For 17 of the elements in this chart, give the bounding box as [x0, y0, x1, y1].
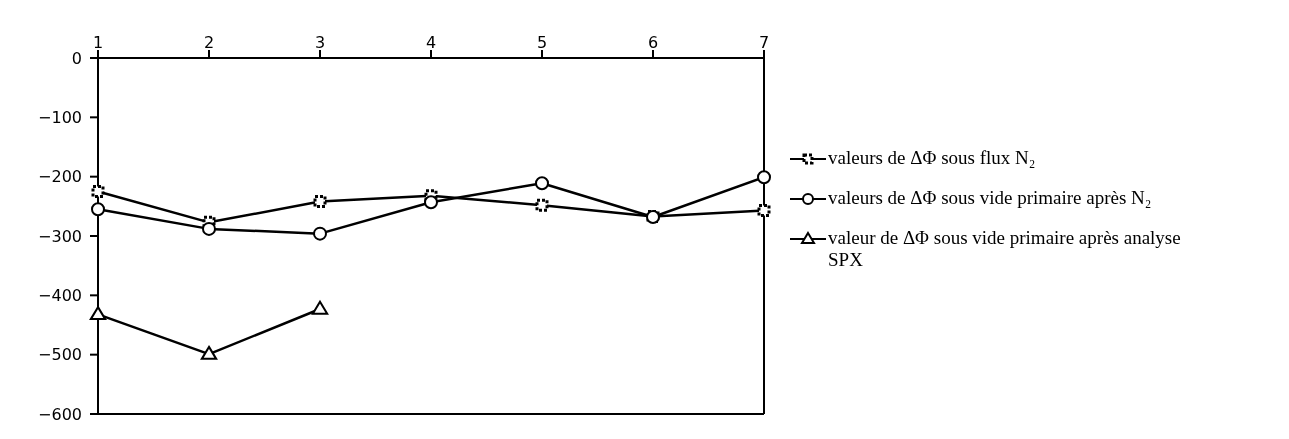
y-tick-label: −100 — [38, 108, 82, 128]
x-tick-label: 4 — [425, 33, 437, 52]
y-tick-label: −400 — [38, 286, 82, 306]
y-tick-label: −300 — [38, 226, 82, 246]
x-tick-label: 3 — [314, 33, 326, 52]
legend-label: valeur de ΔΦ sous vide primaire après analyse SPX — [828, 227, 1182, 271]
y-tick-label: −200 — [38, 167, 82, 187]
legend-label: valeurs de ΔΦ sous vide primaire après N₂ — [828, 187, 1152, 209]
x-tick-label: 2 — [203, 33, 215, 52]
x-tick-label: 5 — [536, 33, 548, 52]
y-tick-label: −500 — [38, 345, 82, 365]
y-tick-label: 0 — [71, 48, 82, 68]
x-tick-label: 6 — [647, 33, 659, 52]
x-tick-label: 7 — [758, 33, 770, 52]
y-tick-label: −600 — [38, 404, 82, 424]
legend-label: valeurs de ΔΦ sous flux N₂ — [828, 147, 1036, 169]
x-tick-label: 1 — [92, 33, 104, 52]
